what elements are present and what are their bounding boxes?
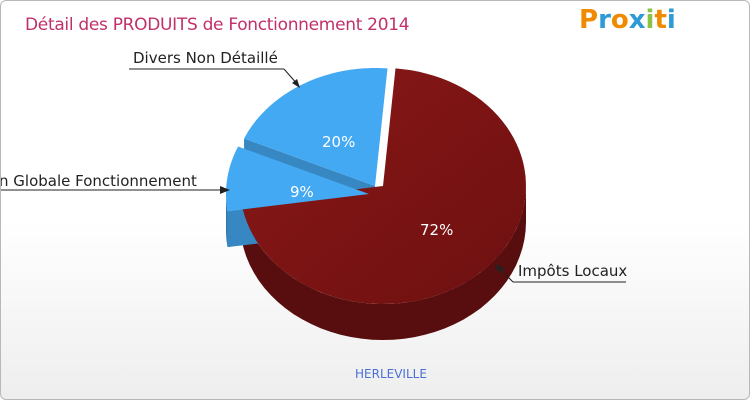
arrowhead-impots — [495, 264, 504, 273]
pct-label-impots: 72% — [420, 221, 453, 239]
pie-labels: Divers Non Détaillé n Globale Fonctionne… — [1, 49, 627, 381]
label-divers-non-detaille: Divers Non Détaillé — [133, 49, 278, 67]
arrowhead-divers — [292, 79, 300, 88]
logo-letter: i — [666, 5, 676, 35]
logo-letter: x — [628, 5, 646, 35]
logo-letter: P — [579, 5, 599, 35]
pie-slice-divers-non-detaille[interactable] — [244, 68, 388, 186]
logo-letter: i — [645, 5, 655, 35]
pie-slices — [226, 68, 526, 340]
label-impots-locaux: Impôts Locaux — [518, 262, 627, 280]
arrowhead-dotation — [220, 186, 230, 194]
logo-letter: t — [654, 5, 667, 35]
logo-letter: r — [598, 5, 611, 35]
pie-slice-side — [226, 194, 228, 248]
footer-city: HERLEVILLE — [355, 367, 427, 381]
pie-slice-impots-locaux[interactable] — [241, 68, 526, 305]
pct-label-divers: 20% — [322, 133, 355, 151]
chart-title: Détail des PRODUITS de Fonctionnement 20… — [25, 15, 410, 35]
proxiti-logo[interactable]: Proxiti — [579, 5, 689, 45]
logo-letter: o — [610, 5, 629, 35]
pct-label-dotation: 9% — [290, 183, 314, 201]
label-dotation-globale: n Globale Fonctionnement — [1, 172, 197, 190]
pie-slice-side — [241, 186, 526, 340]
pie-slice-dotation-globale-fonctionnement[interactable] — [226, 146, 369, 212]
